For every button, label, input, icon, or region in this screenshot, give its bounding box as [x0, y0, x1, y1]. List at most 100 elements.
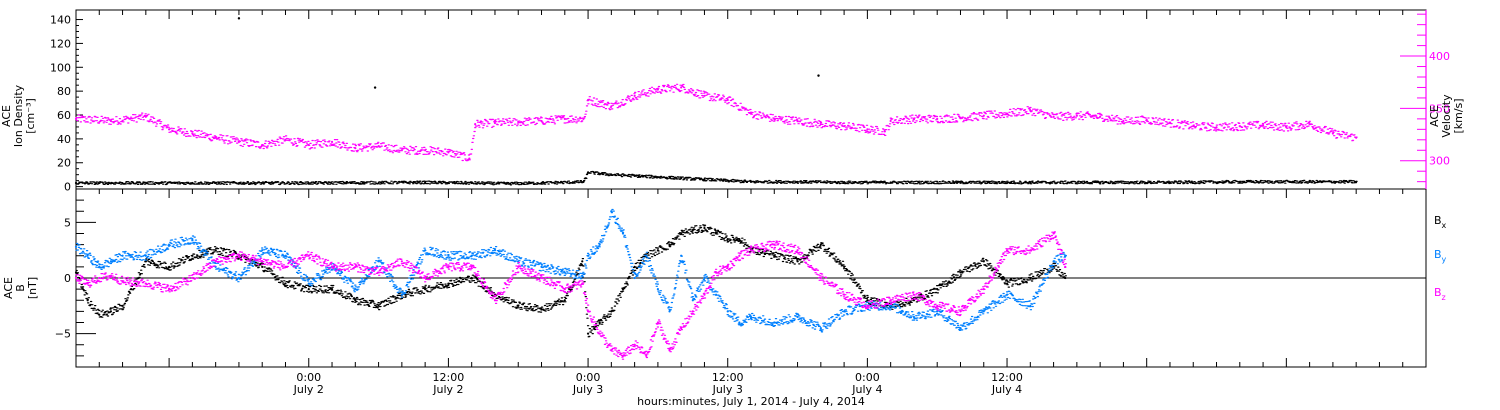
- by-point: [144, 254, 147, 257]
- bz-point: [1029, 249, 1032, 252]
- bz-point: [563, 288, 566, 291]
- velocity-point: [540, 119, 543, 123]
- velocity-point: [1145, 118, 1148, 122]
- density-point: [540, 181, 543, 185]
- velocity-point: [1192, 125, 1195, 128]
- by-point: [598, 243, 601, 246]
- by-point: [936, 310, 939, 313]
- bz-point: [959, 310, 962, 313]
- by-point: [98, 265, 101, 268]
- bz-point: [889, 299, 892, 302]
- bz-point: [121, 280, 124, 283]
- velocity-point: [1168, 121, 1172, 125]
- by-point: [1029, 304, 1032, 307]
- density-scatter: [75, 170, 1358, 186]
- bz-point: [610, 349, 613, 352]
- bz-point: [354, 265, 357, 268]
- bx-point: [1005, 282, 1009, 285]
- density-point: [959, 181, 962, 184]
- by-point: [86, 254, 89, 257]
- bz-point: [726, 265, 729, 268]
- bz-point: [819, 276, 822, 280]
- bz-point: [714, 271, 718, 274]
- bz-point: [796, 249, 799, 252]
- bx-point: [121, 304, 124, 307]
- velocity-point: [959, 116, 962, 119]
- date-tick-label: July 2: [293, 383, 324, 396]
- density-tick-label: 40: [57, 133, 71, 146]
- bz-point: [773, 243, 776, 246]
- bx-point: [1029, 276, 1032, 280]
- velocity-point: [1238, 125, 1241, 128]
- velocity-point: [1029, 109, 1032, 112]
- density-axis-title-line: ACE: [0, 105, 13, 127]
- by-point: [121, 254, 124, 257]
- bx-point: [668, 243, 671, 246]
- top-panel-frame: [75, 9, 1427, 190]
- date-tick-label: July 4: [851, 383, 882, 396]
- density-point: [1099, 181, 1102, 184]
- time-tick-label: 0:00: [855, 371, 880, 384]
- legend-bx: Bx: [1434, 214, 1447, 230]
- bx-point: [470, 276, 473, 280]
- velocity-point: [703, 94, 706, 97]
- bx-point: [354, 299, 357, 302]
- bz-point: [668, 349, 671, 352]
- bz-point: [261, 260, 264, 263]
- by-point: [400, 293, 403, 296]
- by-point: [959, 326, 962, 330]
- bx-point: [563, 299, 566, 302]
- density-point: [586, 171, 590, 174]
- by-point: [773, 321, 776, 324]
- bz-point: [284, 265, 287, 268]
- bx-point: [866, 299, 869, 302]
- time-tick-label: 0:00: [296, 371, 321, 384]
- velocity-point: [586, 98, 590, 102]
- bx-point: [936, 288, 939, 291]
- by-point: [424, 249, 427, 252]
- bz-point: [168, 288, 171, 291]
- bx-point: [796, 260, 799, 263]
- bx-point: [307, 288, 310, 291]
- bx-point: [86, 299, 89, 302]
- by-point: [738, 321, 741, 324]
- velocity-point: [749, 112, 753, 115]
- bx-point: [598, 321, 601, 324]
- density-outlier-point: [817, 74, 820, 77]
- by-point: [703, 276, 706, 280]
- velocity-point: [237, 140, 241, 143]
- bx-point: [191, 254, 194, 257]
- bx-point: [726, 237, 729, 241]
- density-point: [470, 181, 473, 185]
- legend-by: By: [1434, 248, 1447, 264]
- velocity-point: [474, 122, 477, 126]
- velocity-point: [377, 144, 380, 148]
- by-point: [168, 243, 171, 246]
- velocity-point: [468, 157, 471, 160]
- by-point: [982, 310, 985, 313]
- density-tick-label: 80: [57, 85, 71, 98]
- bz-point: [109, 274, 113, 277]
- density-tick-label: 0: [64, 181, 71, 194]
- by-point: [912, 315, 916, 319]
- b-axis-title-line: [nT]: [26, 277, 39, 299]
- by-point: [645, 254, 648, 257]
- bx-point: [447, 282, 450, 285]
- bx-point: [691, 229, 694, 232]
- density-point: [1355, 180, 1358, 183]
- by-point: [377, 260, 380, 263]
- bz-point: [214, 260, 217, 263]
- by-point: [447, 254, 450, 257]
- time-tick-label: 0:00: [576, 371, 601, 384]
- density-point: [633, 174, 636, 177]
- by-point: [307, 282, 310, 285]
- density-point: [889, 181, 892, 184]
- by-point: [1005, 293, 1009, 296]
- velocity-point: [307, 143, 310, 147]
- bx-point: [714, 232, 718, 235]
- velocity-point: [191, 132, 194, 135]
- bz-point: [424, 276, 427, 280]
- bx-point: [540, 308, 543, 311]
- density-tick-label: 140: [50, 14, 71, 27]
